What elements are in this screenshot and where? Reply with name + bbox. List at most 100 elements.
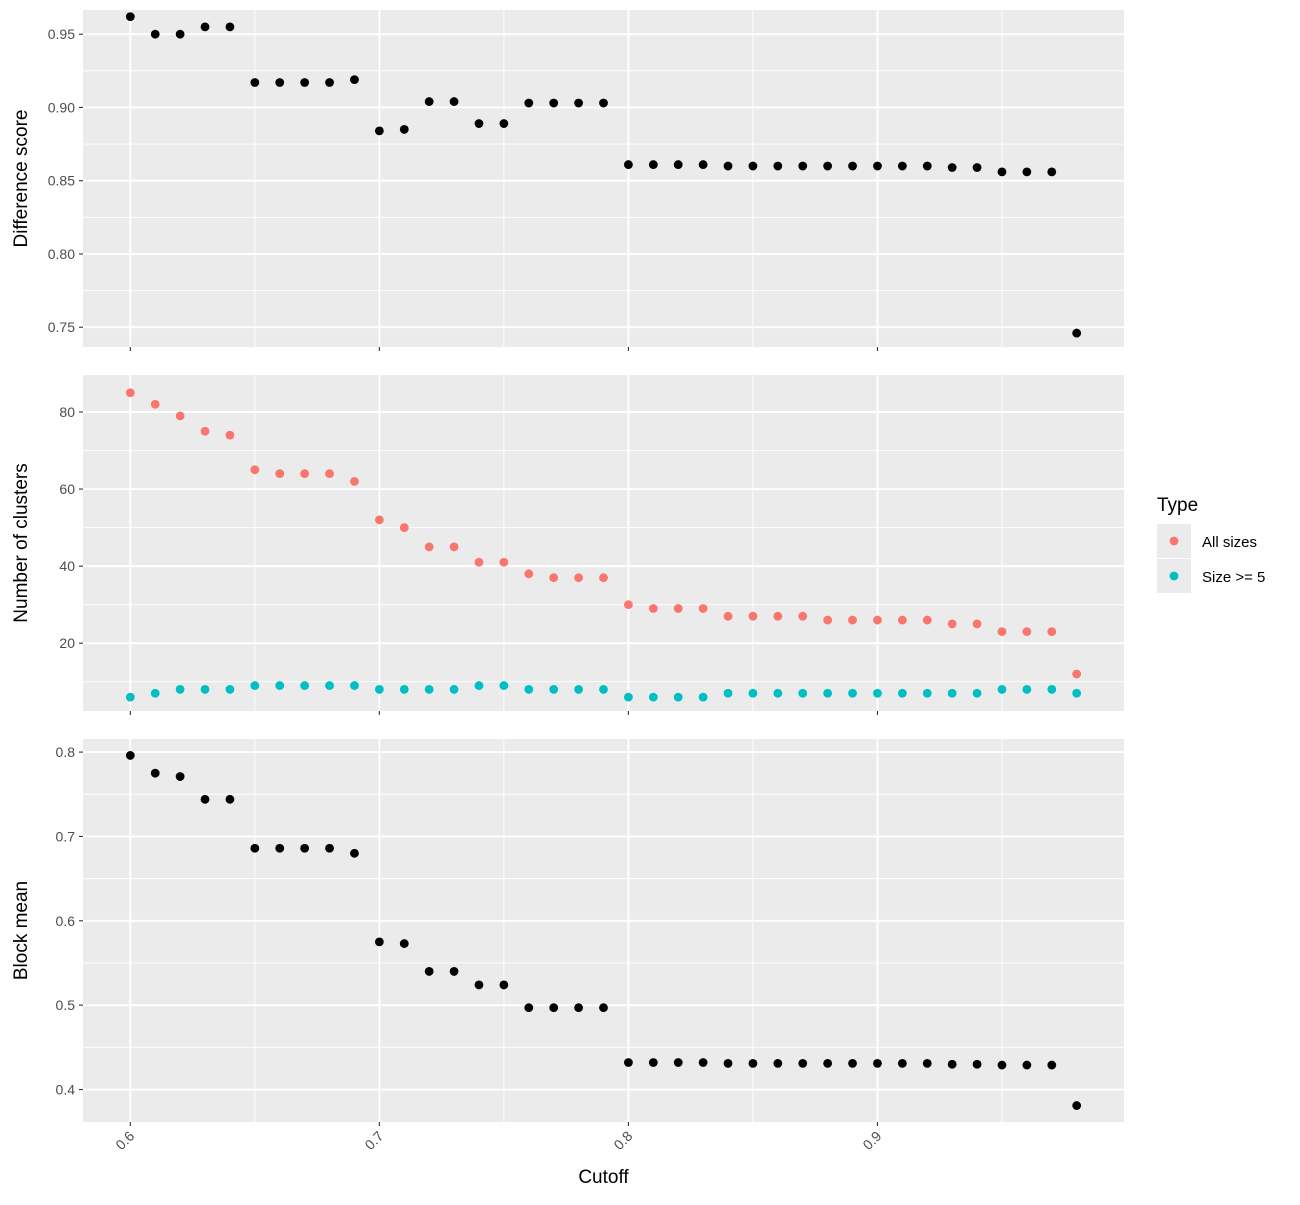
data-point	[499, 557, 509, 567]
data-point	[922, 161, 932, 171]
data-point	[549, 98, 559, 108]
data-point	[773, 688, 783, 698]
y-tick-label: 0.8	[56, 744, 76, 760]
data-point	[275, 681, 285, 690]
data-point	[350, 681, 359, 690]
data-point	[449, 542, 459, 552]
data-point	[150, 29, 160, 39]
data-point	[424, 967, 434, 976]
data-point	[350, 848, 359, 858]
data-point	[549, 1003, 559, 1013]
data-point	[599, 98, 608, 108]
data-point	[250, 843, 260, 853]
data-point	[225, 685, 235, 694]
data-point	[125, 12, 135, 21]
panel-background	[83, 10, 1124, 347]
y-tick-label: 0.4	[56, 1082, 76, 1098]
data-point	[1047, 1060, 1057, 1070]
x-tick-label: 0.9	[859, 1128, 884, 1153]
data-point	[424, 97, 434, 106]
data-point	[250, 681, 260, 690]
data-point	[399, 125, 409, 134]
data-point	[574, 573, 583, 583]
data-point	[1047, 685, 1057, 694]
data-point	[624, 160, 633, 169]
data-point	[1047, 167, 1057, 177]
data-point	[624, 600, 633, 610]
data-point	[225, 22, 235, 32]
data-point	[399, 939, 409, 948]
data-point	[250, 465, 260, 475]
data-point	[325, 843, 334, 853]
y-tick-label: 80	[59, 404, 75, 420]
data-point	[350, 476, 359, 486]
data-point	[1072, 669, 1082, 679]
y-axis-title: Block mean	[11, 881, 32, 980]
data-point	[873, 615, 882, 625]
data-point	[374, 515, 384, 525]
data-point	[175, 772, 185, 781]
data-point	[175, 29, 185, 39]
data-point	[997, 1060, 1007, 1070]
data-point	[624, 1058, 633, 1067]
y-tick-label: 0.85	[48, 173, 75, 189]
legend-entry-label: Size >= 5	[1202, 569, 1265, 586]
data-point	[524, 1003, 534, 1013]
data-point	[748, 161, 758, 171]
data-point	[748, 611, 758, 621]
data-point	[897, 1058, 907, 1068]
data-point	[947, 163, 957, 172]
data-point	[848, 688, 857, 698]
data-point	[897, 688, 907, 698]
data-point	[424, 542, 434, 552]
data-point	[648, 604, 658, 613]
legend-key-point	[1169, 571, 1179, 581]
data-point	[773, 1058, 783, 1068]
data-point	[1072, 1101, 1082, 1110]
data-point	[150, 399, 160, 409]
data-point	[698, 692, 708, 702]
data-point	[648, 692, 658, 702]
y-tick-label: 0.5	[56, 997, 76, 1013]
data-point	[997, 627, 1007, 637]
data-point	[150, 768, 160, 778]
data-point	[823, 615, 833, 625]
data-point	[200, 794, 210, 804]
y-tick-label: 0.7	[56, 828, 76, 844]
data-point	[125, 751, 135, 760]
data-point	[922, 615, 932, 625]
data-point	[574, 1003, 583, 1013]
x-tick-label: 0.8	[610, 1128, 635, 1153]
data-point	[1047, 627, 1057, 637]
data-point	[673, 692, 683, 702]
data-point	[200, 426, 210, 436]
data-point	[275, 469, 285, 479]
y-tick-label: 40	[59, 558, 75, 574]
data-point	[1022, 627, 1032, 637]
x-axis-title: Cutoff	[578, 1167, 629, 1188]
legend-key-point	[1169, 536, 1179, 546]
data-point	[972, 619, 982, 629]
data-point	[499, 980, 509, 990]
data-point	[300, 78, 310, 87]
data-point	[574, 685, 583, 694]
data-point	[474, 557, 484, 567]
x-tick-label: 0.7	[361, 1128, 386, 1153]
y-tick-label: 60	[59, 481, 75, 497]
data-point	[1072, 328, 1082, 338]
data-point	[673, 160, 683, 169]
data-point	[1072, 688, 1082, 698]
y-tick-label: 0.80	[48, 246, 75, 262]
data-point	[997, 167, 1007, 177]
data-point	[648, 1058, 658, 1067]
data-point	[972, 163, 982, 172]
y-tick-label: 0.90	[48, 99, 75, 115]
data-point	[873, 1058, 882, 1068]
data-point	[300, 843, 310, 853]
data-point	[972, 688, 982, 698]
data-point	[374, 685, 384, 694]
data-point	[449, 685, 459, 694]
data-point	[150, 688, 160, 698]
panel-background	[83, 739, 1124, 1122]
